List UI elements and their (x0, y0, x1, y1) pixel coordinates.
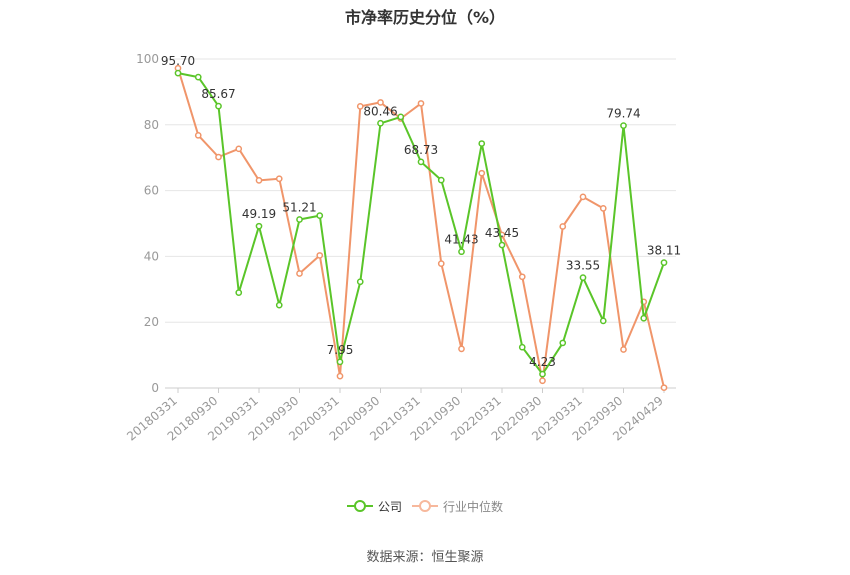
y-tick-label: 20 (144, 315, 159, 329)
legend-item-company[interactable]: 公司 (347, 497, 402, 515)
data-point-industry (296, 270, 303, 277)
data-point-industry (437, 260, 445, 267)
legend-industry-label: 行业中位数 (443, 499, 504, 514)
data-label-company: 41.43 (444, 233, 478, 247)
data-point-industry (215, 153, 222, 161)
data-label-company: 95.70 (161, 54, 195, 68)
data-point-company (235, 289, 243, 296)
data-point-industry (194, 131, 202, 139)
data-label-company: 49.19 (242, 207, 276, 221)
y-tick-label: 100 (136, 52, 159, 66)
data-source-note: 数据来源：恒生聚源 (366, 550, 484, 565)
data-point-industry (255, 177, 263, 184)
chart-title: 市净率历史分位（%） (344, 8, 506, 27)
data-point-company (640, 314, 648, 322)
data-point-company (215, 102, 222, 110)
data-label-company: 68.73 (404, 143, 438, 157)
data-point-industry (377, 99, 384, 106)
data-point-company (275, 301, 283, 309)
data-label-company: 4.23 (529, 355, 556, 369)
data-point-company (336, 358, 344, 366)
series-line-industry (177, 67, 665, 388)
data-point-company (620, 122, 627, 130)
data-point-industry (599, 205, 607, 212)
data-label-company: 33.55 (566, 259, 600, 273)
data-label-company: 43.45 (485, 226, 519, 240)
data-point-industry (356, 103, 364, 110)
data-label-company: 7.95 (327, 343, 354, 357)
data-label-company: 38.11 (647, 244, 681, 258)
data-point-company (316, 212, 324, 219)
data-point-industry (316, 252, 324, 259)
data-point-industry (539, 377, 546, 385)
series-line-company (177, 72, 665, 376)
data-point-company (194, 73, 202, 81)
data-point-industry (559, 223, 567, 230)
legend-company-label: 公司 (378, 499, 403, 514)
data-point-industry (458, 345, 465, 353)
data-point-industry (518, 273, 526, 281)
data-label-company: 51.21 (282, 201, 316, 215)
data-point-industry (417, 100, 425, 107)
data-label-company: 79.74 (606, 107, 640, 121)
data-point-industry (478, 169, 486, 177)
data-point-company (296, 216, 303, 223)
data-point-company (518, 343, 526, 351)
data-point-company (559, 339, 567, 347)
data-point-industry (275, 175, 283, 183)
data-point-company (437, 176, 445, 184)
data-label-company: 85.67 (201, 87, 235, 101)
y-tick-label: 60 (144, 184, 159, 198)
line-chart: 0204060801002018033120180930201903312019… (124, 52, 681, 444)
data-point-industry (579, 193, 587, 201)
y-tick-label: 0 (151, 381, 159, 395)
data-point-company (660, 259, 668, 266)
data-point-company (458, 248, 465, 256)
data-point-company (397, 113, 405, 121)
data-point-company (377, 119, 384, 127)
data-point-industry (235, 145, 243, 153)
data-point-company (599, 317, 607, 325)
y-tick-label: 40 (144, 249, 159, 263)
data-point-industry (336, 372, 344, 380)
data-point-company (174, 69, 182, 77)
data-label-company: 80.46 (363, 104, 397, 118)
legend-company-marker-icon (347, 500, 373, 512)
data-point-company (417, 158, 425, 166)
legend-item-industry[interactable]: 行业中位数 (412, 497, 503, 515)
data-point-company (356, 278, 364, 286)
data-point-company (478, 140, 486, 147)
data-point-industry (620, 346, 627, 353)
data-point-company (255, 222, 263, 230)
data-point-company (539, 370, 546, 378)
data-point-industry (660, 384, 668, 392)
y-tick-label: 80 (144, 118, 159, 132)
legend-industry-marker-icon (412, 500, 438, 512)
data-point-company (579, 274, 587, 281)
data-point-company (498, 241, 506, 249)
